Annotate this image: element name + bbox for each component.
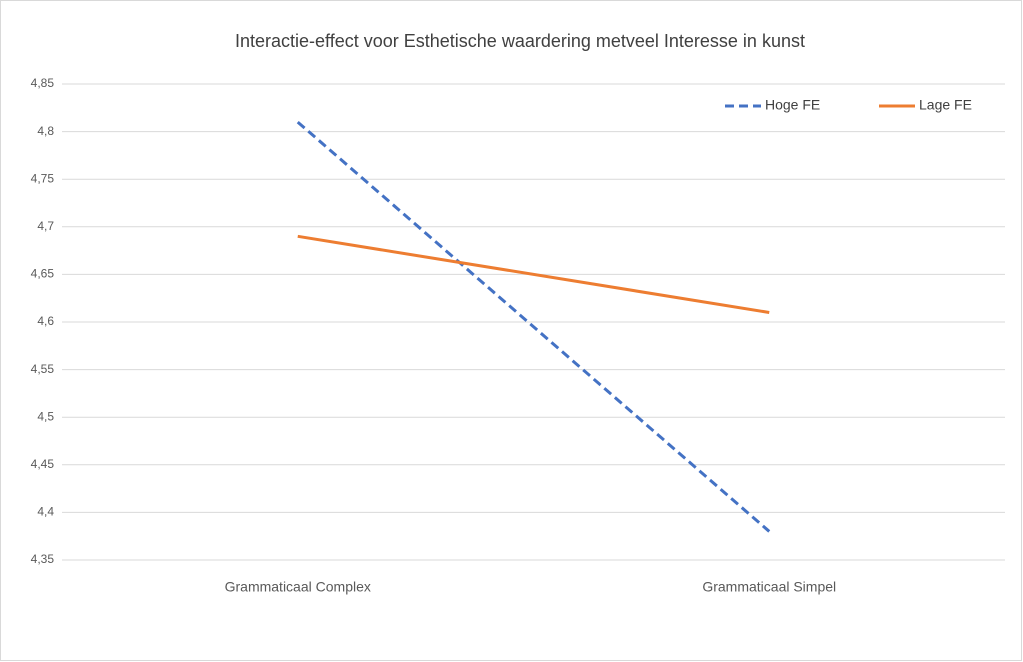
legend-label: Lage FE: [919, 97, 972, 113]
y-tick-label: 4,4: [37, 505, 54, 519]
legend-label: Hoge FE: [765, 97, 820, 113]
series-line: [297, 234, 770, 314]
y-tick-label: 4,85: [31, 76, 55, 90]
y-tick-label: 4,75: [31, 171, 55, 185]
y-tick-label: 4,55: [31, 362, 55, 376]
x-tick-label: Grammaticaal Simpel: [702, 579, 836, 595]
y-tick-label: 4,35: [31, 552, 55, 566]
y-tick-label: 4,6: [37, 314, 54, 328]
y-tick-label: 4,7: [37, 219, 54, 233]
x-tick-label: Grammaticaal Complex: [225, 579, 371, 595]
y-tick-label: 4,8: [37, 124, 54, 138]
y-tick-label: 4,45: [31, 457, 55, 471]
chart-title: Interactie-effect voor Esthetische waard…: [235, 31, 805, 51]
y-tick-label: 4,65: [31, 267, 55, 281]
series-line: [296, 120, 771, 533]
y-tick-label: 4,5: [37, 409, 54, 423]
